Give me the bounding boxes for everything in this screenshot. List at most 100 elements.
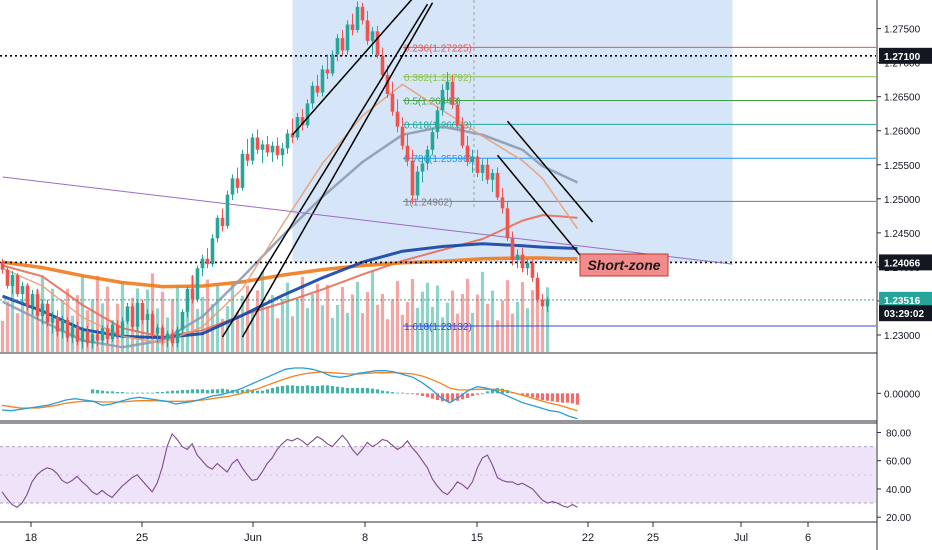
volume-bar xyxy=(200,296,205,352)
volume-bar xyxy=(395,280,400,352)
macd-histogram-bar xyxy=(460,393,465,400)
time-tick-label: 18 xyxy=(25,532,37,544)
volume-bar xyxy=(445,302,450,352)
macd-histogram-bar xyxy=(565,393,570,403)
candle-body xyxy=(125,306,130,322)
candle-body xyxy=(275,145,280,156)
macd-histogram-bar xyxy=(540,393,545,400)
volume-bar xyxy=(35,289,40,352)
macd-histogram-bar xyxy=(530,393,535,398)
macd-histogram-bar xyxy=(275,386,280,394)
volume-bar xyxy=(205,279,210,352)
candle-body xyxy=(15,275,20,295)
axes-layer: 1.27500 1.27000 1.26500 1.26000 1.25500 1.250… xyxy=(876,0,932,550)
volume-bar xyxy=(400,314,405,352)
trendline xyxy=(291,0,413,136)
moving-average-line xyxy=(2,256,578,289)
price-label-box xyxy=(879,305,932,322)
macd-histogram-bar xyxy=(200,389,205,394)
volume-bar xyxy=(490,290,495,352)
volume-bar xyxy=(215,285,220,352)
macd-histogram-bar xyxy=(520,393,525,396)
candle-body xyxy=(305,103,310,126)
volume-bar xyxy=(520,282,525,352)
candle-body xyxy=(65,320,70,338)
price-label-text: 1.24066 xyxy=(884,258,921,269)
volume-bar xyxy=(5,301,10,352)
macd-histogram-bar xyxy=(550,393,555,402)
candle-body xyxy=(530,262,535,278)
macd-histogram-bar xyxy=(295,386,300,394)
volume-bar xyxy=(330,317,335,352)
price-tick-label: 1.27500 xyxy=(884,25,921,36)
macd-histogram-bar xyxy=(290,385,295,394)
volume-bar xyxy=(90,299,95,352)
volume-bar xyxy=(435,285,440,352)
macd-histogram-bar xyxy=(420,393,425,396)
candle-body xyxy=(80,330,85,342)
volume-bar xyxy=(220,318,225,352)
candle-body xyxy=(430,132,435,150)
volume-bar xyxy=(370,271,375,352)
macd-histogram-bar xyxy=(430,393,435,399)
volume-bar xyxy=(375,304,380,352)
price-tick-label: 1.23000 xyxy=(884,331,921,342)
candle-body xyxy=(465,145,470,163)
volume-bar xyxy=(160,291,165,352)
candle-body xyxy=(190,288,195,300)
candle-body xyxy=(95,334,100,341)
volume-bar xyxy=(260,271,265,352)
macd-histogram-bar xyxy=(190,389,195,394)
candle-body xyxy=(120,321,125,336)
volume-bar xyxy=(245,285,250,352)
trendline xyxy=(221,3,429,338)
volume-bar xyxy=(535,278,540,352)
rsi-tick-label: 60.00 xyxy=(886,457,911,468)
candle-body xyxy=(420,163,425,172)
volume-bar xyxy=(405,301,410,352)
macd-histogram-bar xyxy=(365,388,370,394)
candle-body xyxy=(175,329,180,344)
candle-body xyxy=(180,311,185,330)
price-tick-label: 1.27000 xyxy=(884,59,921,70)
price-tick-label: 1.26000 xyxy=(884,127,921,138)
macd-histogram-bar xyxy=(135,392,140,394)
candle-body xyxy=(160,327,165,340)
macd-histogram-bar xyxy=(380,390,385,394)
shaded-zone-layer xyxy=(292,0,733,263)
candle-body xyxy=(415,171,420,196)
macd-histogram-bar xyxy=(415,393,420,395)
price-label-text: 1.23516 xyxy=(884,296,921,307)
macd-histogram-bar xyxy=(150,392,155,394)
candle-body xyxy=(185,288,190,312)
macd-histogram-bar xyxy=(250,390,255,394)
time-tick-label: 15 xyxy=(471,532,483,544)
trendlines-layer xyxy=(2,0,733,338)
candle-body xyxy=(150,313,155,334)
volume-bar xyxy=(475,294,480,352)
candle-body xyxy=(0,261,5,270)
candle-body xyxy=(60,320,65,332)
fib-level-label: 1.618(1.23132) xyxy=(404,322,472,333)
macd-histogram-bar xyxy=(395,392,400,394)
volume-bar xyxy=(10,280,15,352)
candle-body xyxy=(385,74,390,94)
candles-layer[interactable] xyxy=(0,1,550,349)
volume-bar xyxy=(515,301,520,352)
volume-bar xyxy=(295,299,300,352)
macd-histogram-bar xyxy=(285,385,290,394)
price-label-box xyxy=(879,291,932,308)
fib-level-label: 0.786(1.25596) xyxy=(404,154,472,165)
macd-histogram-bar xyxy=(220,388,225,394)
candle-body xyxy=(165,333,170,340)
grid-layer xyxy=(0,352,932,504)
macd-histogram-bar xyxy=(195,389,200,394)
time-tick-label: Jun xyxy=(244,532,262,544)
macd-histogram-bar xyxy=(390,392,395,394)
candle-body xyxy=(280,148,285,156)
volume-bar xyxy=(390,299,395,352)
volume-bar xyxy=(140,309,145,352)
macd-histogram-bar xyxy=(110,391,115,394)
price-tick-label: 1.24500 xyxy=(884,229,921,240)
